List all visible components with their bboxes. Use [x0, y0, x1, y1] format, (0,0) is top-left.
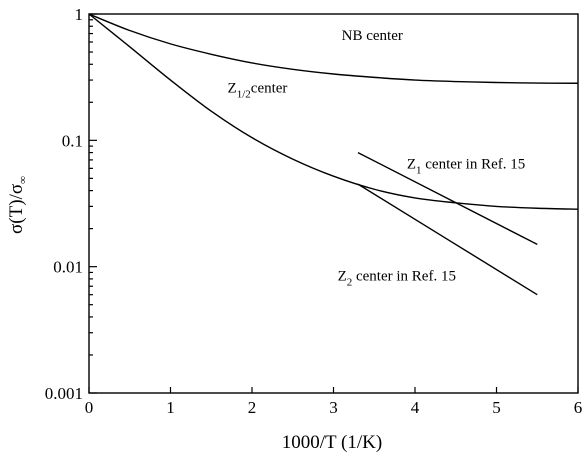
series-line-nb: [88, 13, 579, 84]
y-tick-label: 1: [75, 5, 84, 24]
x-tick-label: 6: [574, 398, 583, 417]
x-axis-title: 1000/T (1/K): [282, 432, 382, 453]
series-line-z1: [357, 151, 538, 246]
series-line-z2: [357, 183, 538, 296]
annotations: NB center Z1/2center Z1 center in Ref. 15 Z…: [228, 28, 526, 288]
y-axis-title-sub: ∞: [17, 176, 29, 184]
x-tick-label: 2: [248, 398, 257, 417]
annotation-z2-label: Z2 center in Ref. 15: [338, 268, 456, 288]
series-line-z12: [88, 13, 579, 210]
x-tick-label: 4: [411, 398, 420, 417]
annotation-nb-label: NB center: [342, 28, 403, 44]
y-axis-title-main: σ(T)/σ: [6, 184, 27, 234]
axes: 0 1 2 3 4 5 6 0.001 0.01 0.1 1: [45, 5, 583, 417]
y-tick-label: 0.001: [45, 384, 83, 403]
y-axis-title: σ(T)/σ∞: [6, 176, 29, 234]
x-tick-label: 0: [85, 398, 94, 417]
y-tick-label: 0.1: [62, 131, 83, 150]
y-tick-label: 0.01: [53, 258, 83, 277]
x-tick-label: 3: [329, 398, 338, 417]
curves: [88, 13, 579, 296]
annotation-z1-label: Z1 center in Ref. 15: [407, 156, 525, 176]
x-tick-label: 1: [166, 398, 175, 417]
x-tick-label: 5: [492, 398, 501, 417]
annotation-z12-label: Z1/2center: [228, 80, 288, 100]
plot-frame: [88, 13, 579, 394]
